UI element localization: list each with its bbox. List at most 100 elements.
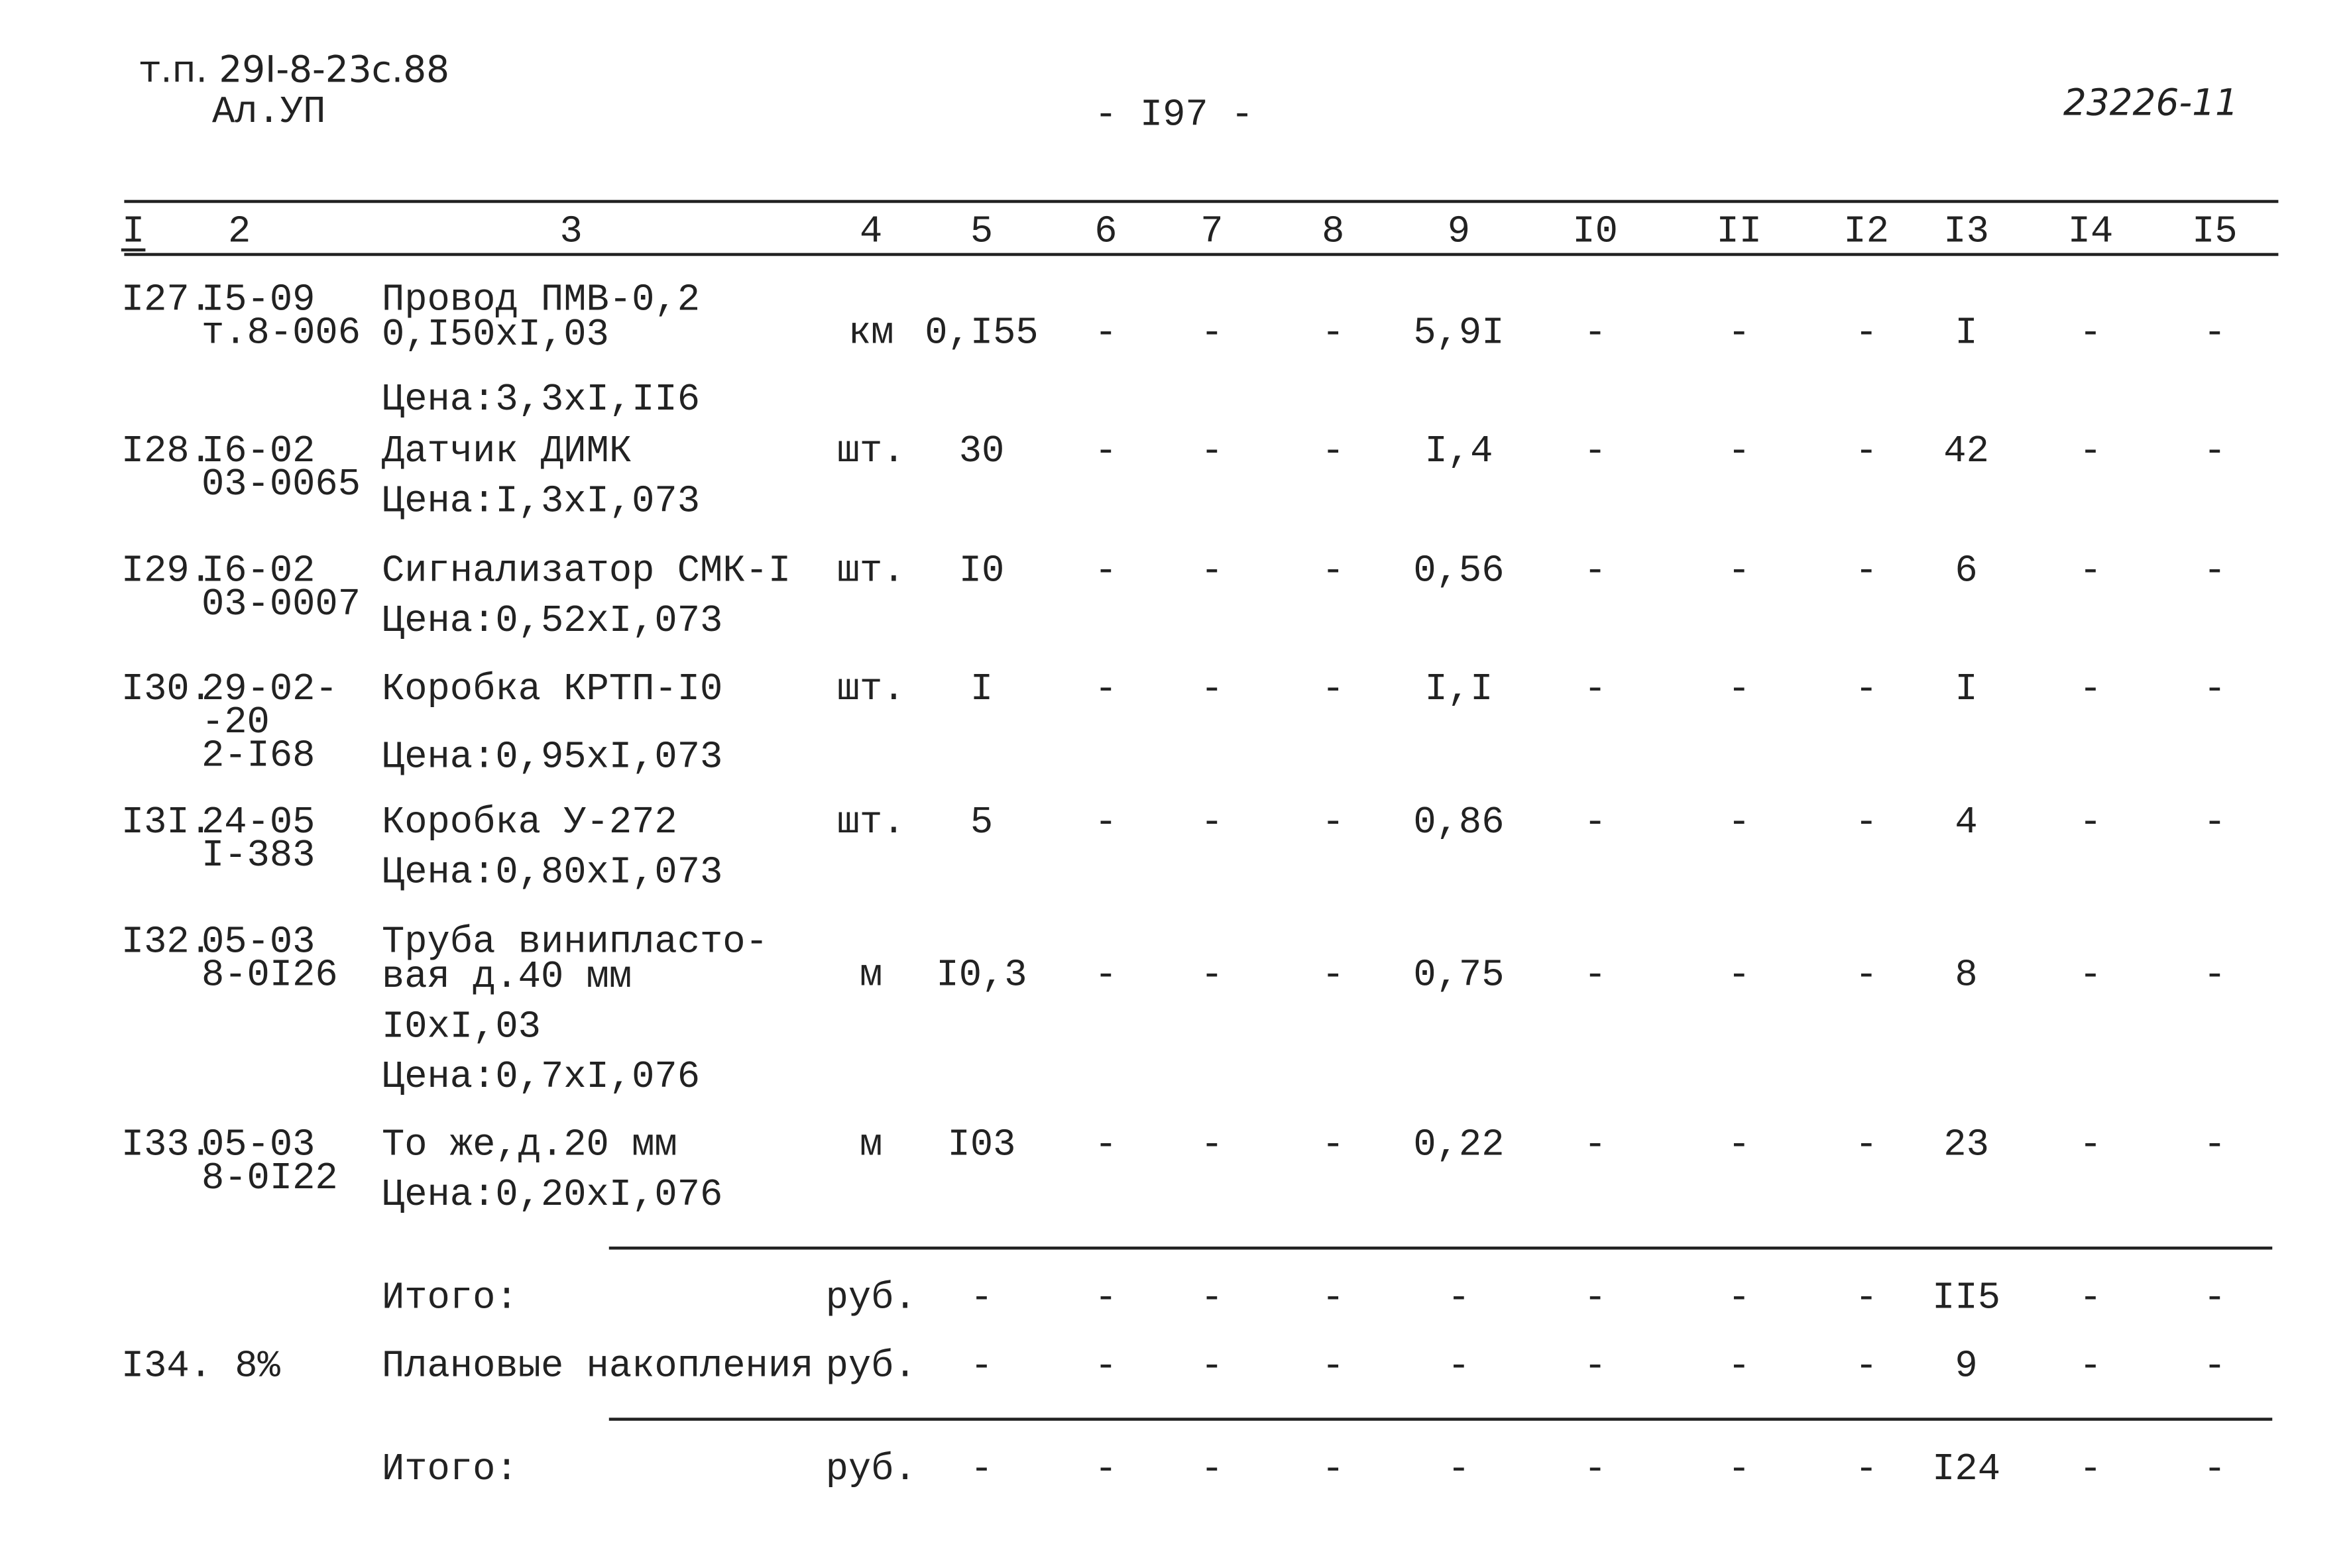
cell: - [1200,1344,1224,1388]
cell: - [2203,667,2226,712]
cell: - [1200,311,1224,355]
cell: - [970,1447,994,1492]
code: 2-I68 [201,734,315,778]
cell: - [1583,1276,1607,1320]
column-header: I5 [2192,209,2238,254]
cell: руб. [825,1276,917,1320]
cell: - [2203,1123,2226,1167]
cell: шт. [836,800,905,845]
cell: - [1200,1447,1224,1492]
column-header: 9 [1447,209,1471,254]
cell: - [1447,1276,1471,1320]
cell: II5 [1932,1276,2001,1320]
code: 24-05 [201,800,315,845]
column-header: I0 [1572,209,1618,254]
cell: - [1855,1276,1878,1320]
column-header: I [121,209,145,254]
code: I6-02 [201,549,315,593]
column-header: I4 [2067,209,2114,254]
item-name: Итого: [381,1276,518,1320]
cell: руб. [825,1344,917,1388]
cell: I0 [958,549,1005,593]
cell: 8 [1955,953,1978,998]
cell: - [1583,549,1607,593]
column-header: I2 [1843,209,1890,254]
cell: - [2203,549,2226,593]
cell: I,I [1424,667,1493,712]
cell: - [1322,667,1345,712]
cell: - [1200,1276,1224,1320]
cell: - [2079,549,2102,593]
cell: 23 [1943,1123,1989,1167]
cell: руб. [825,1447,917,1492]
rule [124,252,2279,256]
code: 05-03 [201,1123,315,1167]
code: 8% [235,1344,280,1388]
cell: - [1583,800,1607,845]
item-name: Датчик ДИМК [381,429,632,474]
cell: - [1583,1447,1607,1492]
cell: - [1094,667,1118,712]
cell: - [1727,1123,1750,1167]
column-header: I3 [1943,209,1989,254]
cell: - [2203,1276,2226,1320]
cell: - [2079,667,2102,712]
album: Ал.УП [211,89,326,135]
cell: - [1727,549,1750,593]
cell: - [2203,311,2226,355]
cell: I [1955,311,1978,355]
cell: шт. [836,429,905,474]
cell: - [1727,953,1750,998]
cell: 30 [958,429,1005,474]
cell: - [1727,311,1750,355]
item-name: вая д.40 мм [381,955,632,999]
cell: - [970,1344,994,1388]
cell: - [2079,800,2102,845]
cell: - [1727,429,1750,474]
column-header: 7 [1200,209,1224,254]
cell: м [860,953,883,998]
cell: I,4 [1424,429,1493,474]
cell: - [1855,1123,1878,1167]
code: 05-03 [201,920,315,964]
code: 03-0065 [201,463,361,507]
cell: 42 [1943,429,1989,474]
code: I6-02 [201,429,315,474]
cell: - [1322,549,1345,593]
item-name: То же,д.20 мм [381,1123,677,1167]
cell: - [1727,1344,1750,1388]
code: 03-0007 [201,582,361,627]
stamp: 23226-11 [2063,82,2238,125]
cell: - [1200,549,1224,593]
cell: - [2203,953,2226,998]
item-name: Труба винипласто- [381,920,768,964]
cell: - [1094,1123,1118,1167]
column-header: 4 [860,209,883,254]
cell: - [1322,311,1345,355]
rule [608,1246,2273,1250]
cell: - [1855,953,1878,998]
cell: - [1094,311,1118,355]
doc-ref: т.п. 29I-8-23с.88 [139,48,450,91]
item-name: Цена:0,7xI,076 [381,1054,701,1099]
cell: 0,22 [1413,1123,1505,1167]
cell: - [1094,953,1118,998]
row-number: I28. [121,429,213,474]
cell: - [1583,1344,1607,1388]
row-number: I33. [121,1123,213,1167]
column-header: 3 [559,209,583,254]
rule [124,199,2279,203]
cell: - [1200,667,1224,712]
cell: - [1094,429,1118,474]
cell: I [970,667,994,712]
cell: - [1727,1447,1750,1492]
cell: - [1447,1447,1471,1492]
cell: - [2079,311,2102,355]
cell: - [1583,311,1607,355]
item-name: Цена:3,3xI,II6 [381,378,701,422]
cell: - [2203,1344,2226,1388]
cell: - [2203,429,2226,474]
item-name: Коробка КРТП-I0 [381,667,723,712]
cell: - [2203,1447,2226,1492]
